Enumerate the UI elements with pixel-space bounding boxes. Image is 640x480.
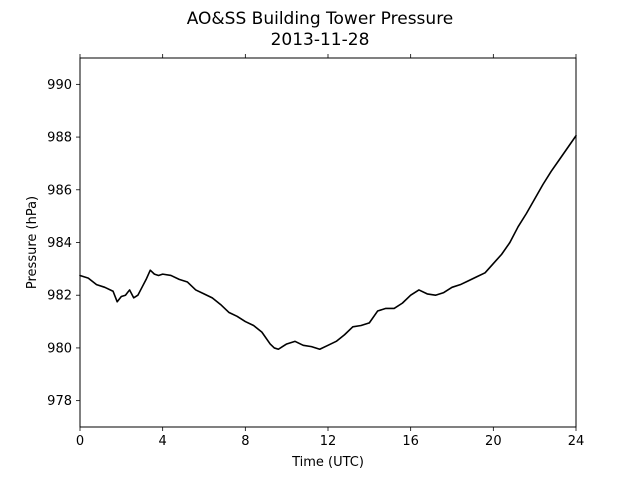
y-tick-label: 986	[47, 183, 72, 198]
y-tick-label: 980	[47, 341, 72, 356]
x-tick-label: 8	[241, 434, 249, 449]
chart-subtitle: 2013-11-28	[271, 30, 370, 50]
pressure-series-line	[79, 134, 577, 351]
x-tick-label: 20	[485, 434, 502, 449]
x-tick-label: 4	[159, 434, 167, 449]
y-tick-label: 984	[47, 236, 72, 251]
x-axis-label: Time (UTC)	[291, 455, 364, 470]
y-tick-label: 978	[47, 394, 72, 409]
x-tick-label: 16	[402, 434, 419, 449]
y-tick-label: 990	[47, 78, 72, 93]
chart-title: AO&SS Building Tower Pressure	[187, 9, 454, 29]
y-axis-label: Pressure (hPa)	[25, 196, 40, 289]
y-axis-ticks: 978 980 982 984 986 988 990	[47, 78, 80, 409]
y-tick-label: 988	[47, 131, 72, 146]
x-tick-label: 0	[76, 434, 84, 449]
y-tick-label: 982	[47, 289, 72, 304]
x-tick-label: 24	[568, 434, 585, 449]
x-axis-ticks: 0 4 8 12 16 20 24	[76, 54, 584, 449]
x-tick-label: 12	[320, 434, 337, 449]
